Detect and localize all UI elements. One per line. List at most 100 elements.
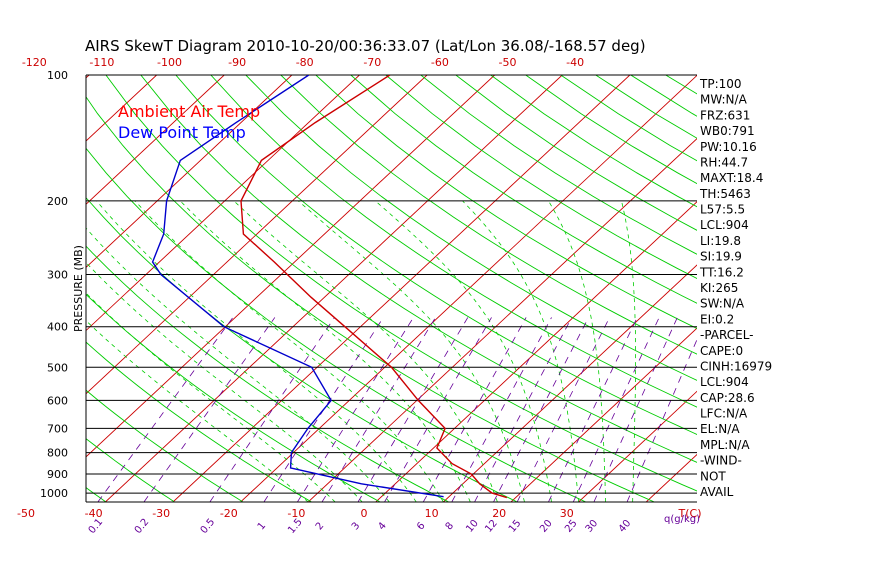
mixing-ratio-tick-label: 6 [415, 520, 428, 532]
dry-adiabat-line [385, 75, 697, 280]
stat-line: LI:19.8 [700, 234, 741, 248]
isobars [85, 74, 697, 503]
mixing-ratio-line [357, 317, 469, 502]
stat-line: NOT [700, 469, 726, 483]
mixing-ratio-line [516, 317, 610, 502]
bottom-temperature-tick-label: 0 [361, 507, 368, 520]
bottom-temperature-tick-label: 30 [560, 507, 574, 520]
mixing-ratio-line [548, 317, 638, 502]
mixing-ratio-tick-label: 0.2 [133, 517, 152, 536]
top-temperature-tick-label: -80 [296, 56, 314, 69]
mixing-ratio-line [474, 317, 573, 502]
isotherm-line [105, 75, 563, 502]
stat-line: LCL:904 [700, 375, 749, 389]
isotherm-line [510, 327, 697, 502]
moist-adiabat-line [86, 262, 363, 502]
mixing-ratio-tick-label: 20 [538, 518, 555, 535]
top-temperature-tick-label: -110 [89, 56, 114, 69]
moist-adiabat-line [179, 200, 471, 502]
mixing-ratio-tick-label: 1 [256, 520, 269, 532]
stat-line: TP:100 [699, 77, 742, 91]
pressure-tick-label: 100 [47, 69, 68, 82]
mixing-ratio-tick-label: 4 [376, 520, 389, 532]
bottom-temperature-tick-label: 10 [425, 507, 439, 520]
mixing-ratio-tick-label: 3 [350, 520, 363, 532]
stat-line: SI:19.9 [700, 250, 742, 264]
bottom-temperature-tick-label: -30 [152, 507, 170, 520]
mixing-ratio-line [297, 317, 414, 502]
bottom-temperature-unit: T(C) [678, 507, 702, 520]
top-temperature-tick-label: -100 [157, 56, 182, 69]
isotherm-line [375, 201, 697, 502]
stat-line: EL:N/A [700, 422, 740, 436]
dry-adiabat-line [86, 147, 586, 502]
pressure-ticks: 100 200 300 400 500 600 700 800 900 1000 [40, 69, 68, 500]
moist-adiabat-line [233, 200, 498, 502]
dry-adiabat-line [245, 75, 697, 381]
pressure-tick-label: 600 [47, 394, 68, 407]
y-axis-label: PRESSURE (MB) [72, 245, 85, 332]
bottom-temperature-tick-label: -40 [85, 507, 103, 520]
pressure-tick-label: 200 [47, 195, 68, 208]
isotherm-line [0, 75, 21, 502]
isotherm-line [443, 264, 697, 502]
profile-series [151, 75, 508, 499]
stat-line: AVAIL [700, 485, 734, 499]
moist-adiabat-line [298, 200, 525, 502]
top-temperature-ticks: -120 -110 -100 -90 -80 -70 -60 -50 -40 [22, 56, 584, 69]
moist-adiabat-line [96, 200, 417, 502]
mixing-ratio-line [209, 317, 335, 502]
mixing-ratio-tick-label: 40 [617, 518, 634, 535]
dry-adiabat-line [490, 75, 697, 208]
mixing-ratio-tick-label: 0.5 [199, 517, 218, 536]
mixing-ratio-tick-label: 12 [483, 518, 500, 535]
dry-adiabat-line [210, 75, 697, 408]
isotherm-line [307, 137, 697, 502]
dry-adiabat-line [86, 389, 244, 502]
dry-adiabat-line [455, 75, 697, 231]
mixing-ratio-line [493, 317, 589, 502]
stat-line: MPL:N/A [700, 438, 750, 452]
dry-adiabat-line [86, 487, 107, 502]
bottom-temperature-tick-label: -10 [287, 507, 305, 520]
ambient-air-temp-line [240, 75, 508, 499]
pressure-tick-label: 400 [47, 321, 68, 334]
moist-adiabat-line [621, 200, 636, 502]
mixing-ratio-tick-label: 2 [314, 520, 327, 532]
legend-ambient-air-temp: Ambient Air Temp [118, 102, 260, 121]
top-temperature-tick-label: -40 [566, 56, 584, 69]
bottom-temperature-tick-label: -50 [17, 507, 35, 520]
moist-adiabat-line [462, 200, 579, 502]
stat-line: L57:5.5 [700, 203, 745, 217]
pressure-tick-label: 500 [47, 361, 68, 374]
bottom-temperature-tick-label: 20 [492, 507, 506, 520]
chart-title: AIRS SkewT Diagram 2010-10-20/00:36:33.0… [85, 37, 646, 55]
stat-line: TH:5463 [699, 187, 751, 201]
pressure-tick-label: 900 [47, 468, 68, 481]
moist-adiabat-line [86, 227, 390, 502]
mixing-ratio-line [572, 317, 660, 502]
bottom-temperature-ticks: -50 -40 -30 -20 -10 0 10 20 30 T(C) [17, 507, 701, 520]
dry-adiabat-line [86, 96, 655, 502]
pressure-tick-label: 300 [47, 269, 68, 282]
moist-adiabat-line [375, 200, 552, 502]
dew-point-temp-line [151, 75, 444, 498]
bottom-temperature-tick-label: -20 [220, 507, 238, 520]
stat-line: LCL:904 [700, 218, 749, 232]
top-temperature-tick-label: -90 [228, 56, 246, 69]
stat-line: EI:0.2 [700, 312, 734, 326]
mixing-ratio-tick-label: 15 [507, 518, 524, 535]
mixing-ratio-unit: q(g/kg) [664, 514, 700, 525]
stat-line: CINH:16979 [700, 360, 772, 374]
stat-line: TT:16.2 [699, 265, 744, 279]
dry-adiabat-line [420, 75, 697, 255]
moist-adiabat-line [548, 200, 606, 502]
isotherm-line [240, 75, 697, 502]
dry-adiabat-line [86, 245, 449, 502]
moist-adiabat-line [134, 200, 444, 502]
mixing-ratio-line [451, 317, 552, 502]
stat-line: FRZ:631 [700, 108, 750, 122]
dry-adiabat-line [86, 197, 518, 502]
